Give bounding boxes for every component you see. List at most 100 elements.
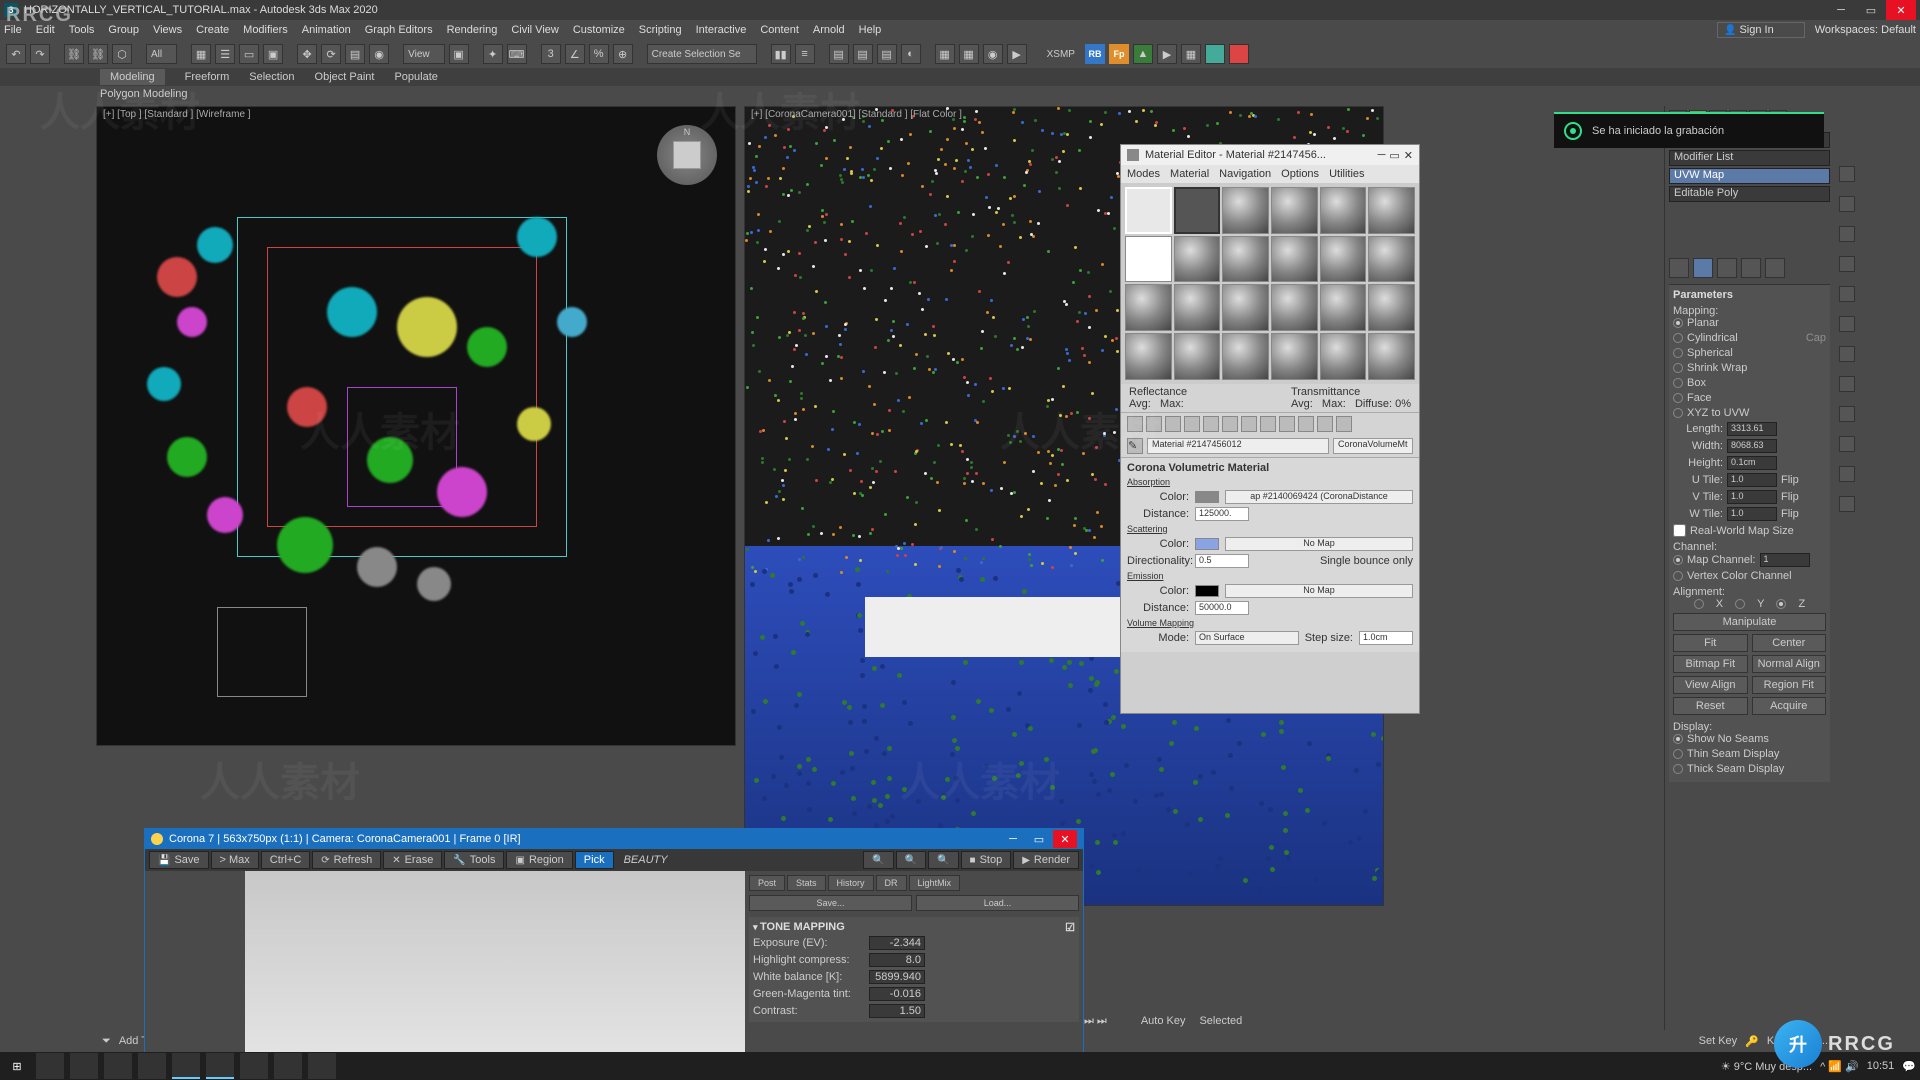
menu-animation[interactable]: Animation [302,24,351,36]
material-slot[interactable] [1320,333,1367,380]
mat-close-button[interactable]: ✕ [1404,149,1413,162]
material-slot[interactable] [1368,187,1415,234]
radio-thin[interactable] [1673,749,1683,759]
minimize-button[interactable]: ─ [1826,0,1856,20]
mat-menu-options[interactable]: Options [1281,168,1319,180]
material-slot[interactable] [1320,284,1367,331]
absorb-map[interactable]: ap #2140069424 (CoronaDistance [1225,490,1413,504]
corona-icon3[interactable]: ▦ [1181,44,1201,64]
bind-button[interactable]: ⬡ [112,44,132,64]
unique-button[interactable] [1717,258,1737,278]
mat-tool[interactable] [1146,416,1162,432]
strip-icon[interactable] [1839,196,1855,212]
scatter-map[interactable]: No Map [1225,537,1413,551]
corona-tab-history[interactable]: History [828,875,874,891]
absorb-dist[interactable]: 125000. [1195,507,1249,521]
schematic-button[interactable]: ▤ [877,44,897,64]
move-button[interactable]: ✥ [297,44,317,64]
corona-save-button[interactable]: Save... [749,895,912,911]
task-chrome[interactable] [206,1053,234,1079]
bitmapfit-button[interactable]: Bitmap Fit [1673,655,1748,673]
mat-tool[interactable] [1184,416,1200,432]
corona-tab-post[interactable]: Post [749,875,785,891]
scale-button[interactable]: ▤ [345,44,365,64]
radio-planar[interactable] [1673,318,1683,328]
select-name-button[interactable]: ☰ [215,44,235,64]
highlight-spinner[interactable]: 8.0 [869,953,925,967]
windows-taskbar[interactable]: ⊞ ☀ 9°C Muy desp... ^ 📶 🔊 10:51 💬 [0,1052,1920,1080]
utile-spinner[interactable]: 1.0 [1727,473,1777,487]
corona-tab-dr[interactable]: DR [876,875,907,891]
width-spinner[interactable]: 8068.63 [1727,439,1777,453]
emit-color-swatch[interactable] [1195,585,1219,597]
greenmag-spinner[interactable]: -0.016 [869,987,925,1001]
normalalign-button[interactable]: Normal Align [1752,655,1827,673]
radio-z[interactable] [1776,599,1786,609]
material-slot[interactable] [1174,333,1221,380]
task-search[interactable] [36,1053,64,1079]
render-frame-button[interactable]: ▦ [959,44,979,64]
fp-badge[interactable]: Fp [1109,44,1129,64]
selection-filter[interactable]: All [146,44,177,64]
strip-icon[interactable] [1839,346,1855,362]
mapch-spinner[interactable]: 1 [1760,553,1810,567]
material-slot[interactable] [1174,284,1221,331]
menu-create[interactable]: Create [196,24,229,36]
material-slot[interactable] [1222,284,1269,331]
corona-load-button[interactable]: Load... [916,895,1079,911]
strip-icon[interactable] [1839,256,1855,272]
strip-icon[interactable] [1839,436,1855,452]
radio-vtxclr[interactable] [1673,571,1683,581]
refcoord-dropdown[interactable]: View [403,44,445,64]
task-taskview[interactable] [104,1053,132,1079]
reset-button[interactable]: Reset [1673,697,1748,715]
tab-selection[interactable]: Selection [249,71,294,83]
corona-save[interactable]: 💾 Save [149,851,209,869]
mat-tool[interactable] [1336,416,1352,432]
mat-menu-utilities[interactable]: Utilities [1329,168,1364,180]
radio-box[interactable] [1673,378,1683,388]
menu-rendering[interactable]: Rendering [447,24,498,36]
close-button[interactable]: ✕ [1886,0,1916,20]
menu-customize[interactable]: Customize [573,24,625,36]
rotate-button[interactable]: ⟳ [321,44,341,64]
redo-button[interactable]: ↷ [30,44,50,64]
corona-erase[interactable]: ✕ Erase [383,851,442,869]
radio-face[interactable] [1673,393,1683,403]
emit-map[interactable]: No Map [1225,584,1413,598]
exposure-spinner[interactable]: -2.344 [869,936,925,950]
configure-button[interactable] [1765,258,1785,278]
spinner-snap[interactable]: ⊕ [613,44,633,64]
realworld-check[interactable] [1673,524,1686,537]
undo-button[interactable]: ↶ [6,44,26,64]
layer-button[interactable]: ▤ [829,44,849,64]
corona-tomax[interactable]: > Max [211,851,259,869]
contrast-spinner[interactable]: 1.50 [869,1004,925,1018]
task-app[interactable] [308,1053,336,1079]
autokey-button[interactable]: Auto Key [1141,1015,1186,1027]
stack-uvw[interactable]: UVW Map [1669,168,1830,184]
keyboard-button[interactable]: ⌨ [507,44,527,64]
step-spinner[interactable]: 1.0cm [1359,631,1413,645]
mat-tool[interactable] [1165,416,1181,432]
viewport-top[interactable]: [+] [Top ] [Standard ] [Wireframe ] N [96,106,736,746]
strip-icon[interactable] [1839,496,1855,512]
pin-stack-button[interactable] [1669,258,1689,278]
strip-icon[interactable] [1839,226,1855,242]
corona-icon2[interactable]: ▶ [1157,44,1177,64]
mat-tool[interactable] [1298,416,1314,432]
corona-tab-stats[interactable]: Stats [787,875,826,891]
render-setup-button[interactable]: ▦ [935,44,955,64]
task-cortana[interactable] [70,1053,98,1079]
vtile-spinner[interactable]: 1.0 [1727,490,1777,504]
mirror-button[interactable]: ▮▮ [771,44,791,64]
emit-dist[interactable]: 50000.0 [1195,601,1249,615]
setkey-button[interactable]: Set Key [1699,1035,1738,1047]
strip-icon[interactable] [1839,406,1855,422]
menu-arnold[interactable]: Arnold [813,24,845,36]
manip-button[interactable]: ✦ [483,44,503,64]
corona-render[interactable]: ▶ Render [1013,851,1079,869]
curve-editor-button[interactable]: ▤ [853,44,873,64]
strip-icon[interactable] [1839,466,1855,482]
render-button[interactable]: ▶ [1007,44,1027,64]
